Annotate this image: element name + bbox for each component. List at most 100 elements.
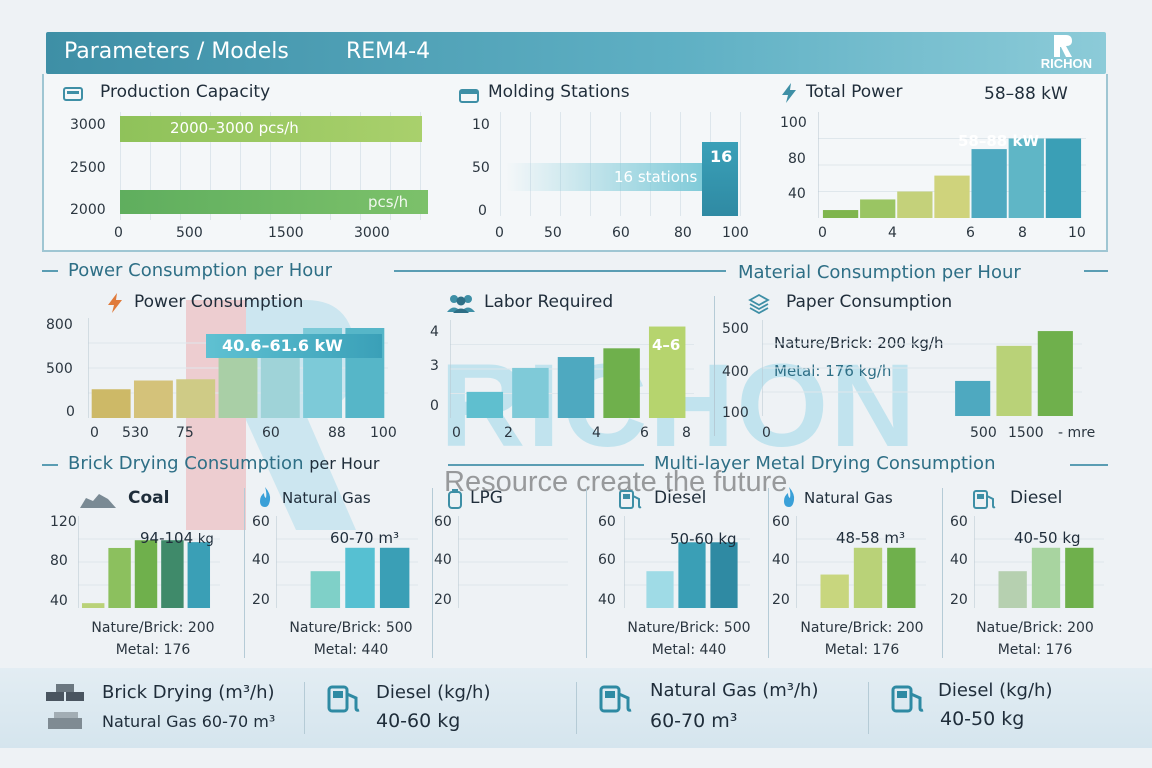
fuel-pump-icon (973, 490, 996, 509)
section-metal-drying: Multi-layer Metal Drying Consumption (654, 453, 996, 474)
divider (586, 488, 587, 658)
bottom-title-diesel: Diesel (kg/h) (376, 682, 491, 703)
y-tick: 0 (66, 404, 75, 420)
chart-bar (260, 348, 300, 418)
y-tick: 500 (46, 361, 73, 377)
chart-bar (176, 379, 216, 418)
chart-title-lpg: LPG (470, 488, 503, 508)
y-tick: 50 (472, 160, 490, 176)
y-tick: 80 (788, 151, 806, 167)
coal-chart (78, 516, 220, 608)
diesel-2-chart (974, 516, 1104, 608)
chart-bar (1037, 331, 1073, 416)
y-tick: 400 (722, 364, 749, 380)
divider (244, 488, 245, 658)
chart-bar (996, 345, 1032, 416)
chart-title-paper-consumption: Paper Consumption (786, 292, 953, 312)
chart-bar (134, 540, 158, 608)
divider (576, 682, 577, 734)
x-tick: 0 (452, 425, 461, 441)
divider (448, 464, 644, 466)
watermark-tagline: Resource create the future (444, 466, 788, 498)
y-tick: 20 (950, 592, 968, 608)
fuel-pump-icon (599, 685, 632, 713)
flame-icon (784, 487, 795, 507)
bar-label: 16 stations (614, 168, 698, 186)
bar-label: 50-60 kg (670, 530, 737, 548)
bricks-icon (46, 684, 84, 701)
footer-brick: Natue/Brick: 200 (976, 620, 1094, 636)
chart-title-power-consumption: Power Consumption (134, 292, 304, 312)
section-material-per-hour: Material Consumption per Hour (738, 262, 1021, 283)
footer-brick: Nature/Brick: 200 (91, 620, 215, 636)
labor-required-chart (450, 320, 694, 418)
y-tick: 20 (772, 592, 790, 608)
y-tick: 40 (598, 592, 616, 608)
paper-note-metal: Metal: 176 kg/h (774, 362, 892, 380)
chart-title-natural-gas-metal: Natural Gas (804, 489, 893, 507)
bar-label: 40-50 kg (1014, 529, 1081, 547)
divider (432, 488, 433, 658)
chart-bar (678, 542, 706, 608)
x-tick: 80 (674, 225, 692, 241)
x-tick: 2 (504, 425, 513, 441)
x-tick: 500 (176, 225, 203, 241)
bar-label: 60-70 m³ (330, 529, 399, 547)
divider (394, 270, 726, 272)
y-tick: 40 (772, 552, 790, 568)
chart-bar (971, 149, 1007, 218)
x-tick: 60 (262, 425, 280, 441)
total-power-chart (818, 112, 1086, 218)
natural-gas-chart (276, 516, 418, 608)
diesel-chart (624, 516, 750, 608)
bottom-value-diesel: 40-60 kg (376, 710, 461, 732)
footer-metal: Metal: 440 (651, 642, 727, 658)
paper-stack-icon (748, 293, 770, 314)
chart-bar (187, 542, 211, 608)
page-title: Parameters / Models (64, 39, 289, 64)
divider (304, 682, 305, 734)
section-brick-drying-label: Brick Drying Consumption (68, 453, 304, 474)
chart-bar (345, 547, 375, 608)
chart-bar (466, 391, 504, 418)
chart-bar (81, 603, 105, 608)
y-tick: 60 (598, 514, 616, 530)
divider (42, 464, 58, 466)
chart-bar (218, 356, 258, 418)
paper-consumption-chart (762, 320, 1082, 416)
chart-title-total-power: Total Power (806, 82, 903, 102)
chart-bar (1065, 547, 1094, 608)
gas-tank-icon (448, 489, 462, 509)
y-tick: 40 (788, 186, 806, 202)
section-power-per-hour: Power Consumption per Hour (68, 260, 333, 281)
chart-bar (133, 380, 173, 418)
y-tick: 0 (478, 203, 487, 219)
y-tick: 60 (598, 552, 616, 568)
x-tick: 0 (495, 225, 504, 241)
y-tick: 120 (50, 514, 77, 530)
y-tick: 2000 (70, 202, 106, 218)
header-bar: Parameters / Models REM4-4 RICHON (46, 32, 1106, 74)
divider (714, 296, 715, 436)
chart-bar (108, 547, 131, 608)
y-tick: 40 (434, 552, 452, 568)
x-tick: 10 (1068, 225, 1086, 241)
logo-text: RICHON (1040, 56, 1092, 71)
y-tick: 3 (430, 358, 439, 374)
x-tick: 6 (966, 225, 975, 241)
logo-icon (1054, 35, 1072, 57)
divider (1084, 270, 1108, 272)
bar-label-unit: kg (197, 532, 214, 547)
y-tick: 100 (780, 115, 807, 131)
bottom-line2-brick-drying: Natural Gas 60-70 m³ (102, 712, 276, 731)
divider (942, 488, 943, 658)
chart-bar (1008, 138, 1044, 218)
y-tick: 3000 (70, 117, 106, 133)
footer-brick: Nature/Brick: 500 (289, 620, 413, 636)
production-bar-max: pcs/h (120, 190, 428, 214)
lightning-icon (782, 83, 796, 103)
x-tick: 8 (682, 425, 691, 441)
divider (42, 270, 58, 272)
bar-label-value: 94-104 (140, 529, 194, 547)
bottom-value-diesel-2: 40-50 kg (940, 708, 1025, 730)
